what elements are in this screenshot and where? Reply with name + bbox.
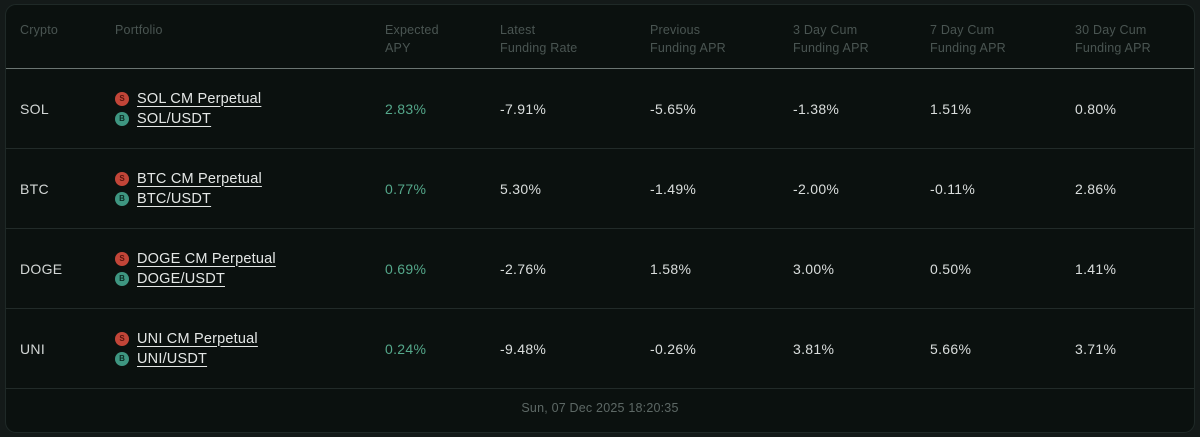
spot-exchange-icon: B (115, 111, 129, 126)
header-expected-apy: Expected APY (385, 23, 439, 55)
latest-funding-rate-value: -2.76% (500, 260, 547, 277)
portfolio-cell: S UNI CM Perpetual B UNI/USDT (115, 331, 385, 367)
header-7day-cum-funding-apr: 7 Day Cum Funding APR (930, 23, 1006, 55)
spot-portfolio-link[interactable]: UNI/USDT (137, 350, 208, 367)
header-previous-funding-apr: Previous Funding APR (650, 23, 726, 55)
previous-funding-apr-value: -5.65% (650, 100, 697, 117)
cum-7day-value: 1.51% (930, 100, 972, 117)
previous-funding-apr-value: 1.58% (650, 260, 692, 277)
perpetual-portfolio-link[interactable]: BTC CM Perpetual (137, 170, 262, 187)
table-header-row: Crypto Portfolio Expected APY Latest Fun… (6, 5, 1194, 69)
crypto-label: UNI (20, 340, 46, 357)
perpetual-line: S BTC CM Perpetual (115, 171, 385, 187)
header-30day-cum-funding-apr: 30 Day Cum Funding APR (1075, 23, 1151, 55)
table-row: DOGE S DOGE CM Perpetual B DOGE/USDT 0.6… (6, 229, 1194, 309)
header-3day-cum-funding-apr: 3 Day Cum Funding APR (793, 23, 869, 55)
cum-30day-value: 3.71% (1075, 340, 1117, 357)
latest-funding-rate-value: 5.30% (500, 180, 542, 197)
spot-portfolio-link[interactable]: DOGE/USDT (137, 270, 225, 287)
cum-30day-value: 2.86% (1075, 180, 1117, 197)
table-row: SOL S SOL CM Perpetual B SOL/USDT 2.83% … (6, 69, 1194, 149)
perpetual-portfolio-link[interactable]: UNI CM Perpetual (137, 330, 258, 347)
crypto-label: DOGE (20, 260, 63, 277)
cum-3day-value: -2.00% (793, 180, 840, 197)
previous-funding-apr-value: -0.26% (650, 340, 697, 357)
spot-portfolio-link[interactable]: SOL/USDT (137, 110, 212, 127)
cum-7day-value: -0.11% (930, 180, 976, 197)
previous-funding-apr-value: -1.49% (650, 180, 697, 197)
latest-funding-rate-value: -7.91% (500, 100, 547, 117)
crypto-label: BTC (20, 180, 49, 197)
perpetual-line: S SOL CM Perpetual (115, 91, 385, 107)
spot-line: B BTC/USDT (115, 191, 385, 207)
header-portfolio: Portfolio (115, 23, 163, 37)
spot-line: B UNI/USDT (115, 351, 385, 367)
perpetual-line: S UNI CM Perpetual (115, 331, 385, 347)
spot-exchange-icon: B (115, 191, 129, 206)
perpetual-exchange-icon: S (115, 331, 129, 346)
crypto-label: SOL (20, 100, 49, 117)
perpetual-portfolio-link[interactable]: DOGE CM Perpetual (137, 250, 276, 267)
perpetual-line: S DOGE CM Perpetual (115, 251, 385, 267)
cum-30day-value: 1.41% (1075, 260, 1117, 277)
spot-line: B SOL/USDT (115, 111, 385, 127)
cum-30day-value: 0.80% (1075, 100, 1117, 117)
cum-3day-value: -1.38% (793, 100, 840, 117)
header-latest-funding-rate: Latest Funding Rate (500, 23, 578, 55)
spot-exchange-icon: B (115, 351, 129, 366)
cum-3day-value: 3.81% (793, 340, 835, 357)
portfolio-cell: S DOGE CM Perpetual B DOGE/USDT (115, 251, 385, 287)
portfolio-cell: S SOL CM Perpetual B SOL/USDT (115, 91, 385, 127)
cum-3day-value: 3.00% (793, 260, 835, 277)
table-row: BTC S BTC CM Perpetual B BTC/USDT 0.77% … (6, 149, 1194, 229)
spot-portfolio-link[interactable]: BTC/USDT (137, 190, 212, 207)
latest-funding-rate-value: -9.48% (500, 340, 547, 357)
header-crypto: Crypto (20, 23, 59, 37)
perpetual-exchange-icon: S (115, 251, 129, 266)
spot-exchange-icon: B (115, 271, 129, 286)
portfolio-cell: S BTC CM Perpetual B BTC/USDT (115, 171, 385, 207)
perpetual-exchange-icon: S (115, 171, 129, 186)
perpetual-portfolio-link[interactable]: SOL CM Perpetual (137, 90, 262, 107)
footer-timestamp: Sun, 07 Dec 2025 18:20:35 (521, 401, 679, 415)
spot-line: B DOGE/USDT (115, 271, 385, 287)
perpetual-exchange-icon: S (115, 91, 129, 106)
cum-7day-value: 5.66% (930, 340, 972, 357)
cum-7day-value: 0.50% (930, 260, 972, 277)
expected-apy-value: 0.77% (385, 180, 427, 197)
table-row: UNI S UNI CM Perpetual B UNI/USDT 0.24% … (6, 309, 1194, 389)
expected-apy-value: 0.69% (385, 260, 427, 277)
expected-apy-value: 0.24% (385, 340, 427, 357)
expected-apy-value: 2.83% (385, 100, 427, 117)
funding-table-card: Crypto Portfolio Expected APY Latest Fun… (5, 4, 1195, 433)
